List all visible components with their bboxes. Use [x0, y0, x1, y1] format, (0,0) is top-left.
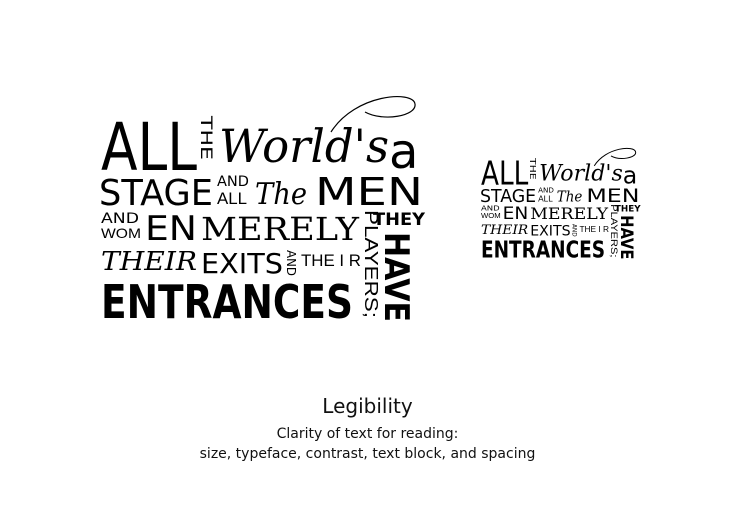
small-word-stage: STAGE — [480, 187, 536, 207]
small-worlds-flourish — [593, 147, 637, 167]
word-the-script: The — [255, 177, 307, 212]
small-word-and: AND — [538, 186, 554, 194]
small-word-all-small: ALL — [538, 193, 553, 203]
small-word-all: ALL — [481, 155, 528, 193]
word-men: MEN — [315, 170, 423, 214]
small-word-the-script: The — [557, 188, 583, 205]
large-typography-poster: ALL THE World's a STAGE AND ALL The MEN … — [95, 92, 430, 329]
small-word-they: THEY — [615, 204, 642, 214]
word-entrances: ENTRANCES — [101, 275, 353, 329]
word-and-small: AND — [217, 174, 249, 190]
small-word-players-vertical: PLAYERS; — [609, 204, 619, 257]
small-typography-poster: ALL THE World's a STAGE AND ALL The MEN … — [478, 146, 643, 263]
word-wom: WOM — [101, 225, 141, 241]
small-word-the-vertical: THE — [528, 157, 537, 180]
small-poster-canvas: ALL THE World's a STAGE AND ALL The MEN … — [480, 147, 642, 263]
small-word-exits: EXITS — [530, 223, 570, 239]
small-word-en: EN — [503, 203, 529, 223]
small-word-and-row3: AND — [481, 205, 500, 213]
word-the-ir: THE I R — [301, 251, 361, 270]
small-word-wom: WOM — [481, 213, 501, 220]
word-and-row3: AND — [101, 211, 139, 227]
word-exits: EXITS — [201, 247, 283, 280]
word-and-vertical: AND — [284, 250, 298, 276]
word-en: EN — [145, 209, 197, 249]
word-all-small: ALL — [217, 189, 247, 208]
caption-title: Legibility — [322, 394, 413, 418]
worlds-flourish — [330, 96, 416, 133]
word-all: ALL — [101, 109, 197, 186]
small-word-their: THEIR — [481, 223, 529, 238]
small-word-and-vertical: AND — [571, 224, 577, 237]
small-word-a: a — [623, 162, 637, 190]
small-word-the-ir: THE I R — [579, 224, 609, 234]
small-word-entrances: ENTRANCES — [481, 237, 605, 263]
word-have-vertical: HAVE — [376, 232, 416, 322]
word-their: THEIR — [101, 247, 197, 277]
large-poster-canvas: ALL THE World's a STAGE AND ALL The MEN … — [99, 96, 426, 329]
small-word-have-vertical: HAVE — [617, 215, 637, 259]
caption-line-1: Clarity of text for reading: — [276, 426, 459, 442]
word-players-vertical: PLAYERS; — [361, 210, 381, 318]
small-word-merely: MERELY — [530, 204, 608, 223]
small-word-worlds: World's — [539, 161, 623, 187]
word-merely: MERELY — [201, 210, 360, 248]
caption-line-2: size, typeface, contrast, text block, an… — [199, 446, 536, 462]
word-worlds: World's — [219, 119, 389, 173]
word-the-vertical: THE — [197, 115, 216, 160]
word-stage: STAGE — [99, 173, 213, 214]
word-a: a — [389, 124, 418, 180]
small-word-men: MEN — [586, 186, 639, 207]
word-they: THEY — [373, 210, 426, 230]
